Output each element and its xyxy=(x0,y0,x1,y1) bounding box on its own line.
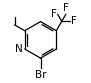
Text: N: N xyxy=(15,44,23,54)
Text: Br: Br xyxy=(35,70,46,80)
Text: F: F xyxy=(51,9,57,19)
Text: F: F xyxy=(71,16,77,26)
Text: F: F xyxy=(63,3,69,13)
